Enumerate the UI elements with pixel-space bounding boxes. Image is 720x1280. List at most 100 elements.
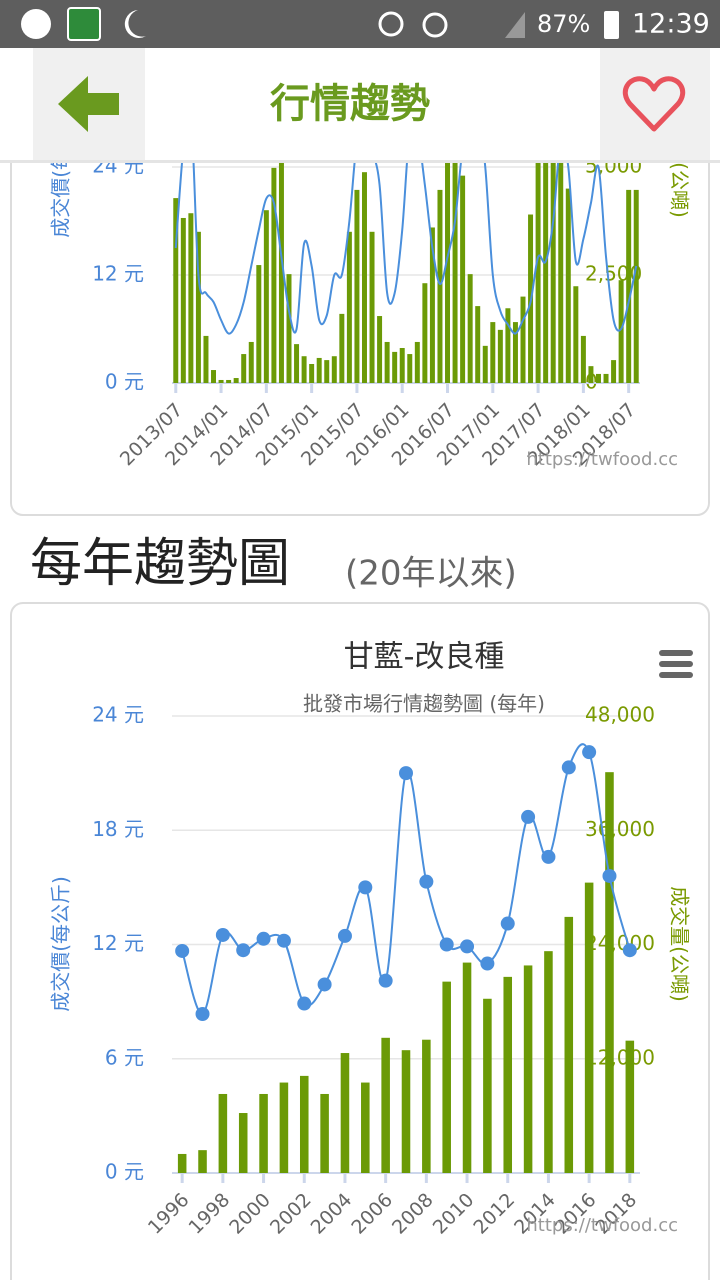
y-tick-label: 12 元	[92, 262, 144, 286]
bar	[558, 145, 564, 383]
bar	[503, 976, 513, 1173]
price-point	[337, 928, 352, 943]
bar	[588, 366, 594, 383]
menu-bar	[659, 672, 693, 678]
bar	[173, 198, 179, 383]
bar	[543, 145, 549, 383]
bar	[460, 175, 466, 383]
price-point	[439, 937, 454, 952]
price-point	[195, 1007, 210, 1022]
bar	[256, 265, 262, 383]
bar	[633, 189, 639, 383]
bar	[203, 335, 209, 383]
bar	[625, 1040, 635, 1173]
bar	[437, 189, 443, 383]
battery-level: 87%	[537, 10, 590, 38]
bar	[361, 172, 367, 383]
price-point	[460, 939, 475, 954]
bar	[422, 283, 428, 383]
menu-bar	[659, 650, 693, 656]
price-point	[256, 931, 271, 946]
bar	[238, 1113, 248, 1173]
y2-axis-title: 成交量(公噸)	[668, 886, 692, 1002]
bar	[564, 916, 574, 1173]
section-title: 每年趨勢圖	[30, 534, 290, 594]
app-icon	[67, 7, 101, 41]
bar	[226, 379, 232, 383]
bar	[259, 1093, 268, 1173]
price-point	[541, 849, 556, 864]
app-bar: 行情趨勢	[0, 48, 720, 163]
chart-title: 甘藍-改良種	[344, 640, 505, 675]
y-tick-label: 12 元	[92, 931, 144, 955]
y2-tick-label: 36,000	[585, 817, 655, 841]
bar	[523, 965, 533, 1173]
y2-tick-label: 48,000	[585, 703, 655, 727]
bar	[248, 341, 254, 383]
battery-icon	[604, 11, 619, 39]
bar	[299, 1075, 309, 1173]
bar	[180, 217, 186, 383]
bar	[384, 341, 390, 383]
bar	[324, 360, 330, 383]
bar	[377, 316, 383, 383]
back-button[interactable]	[33, 48, 145, 160]
signal-icon	[505, 12, 525, 38]
y-axis-title: 成交價(每公斤)	[49, 876, 73, 1012]
bar	[278, 154, 284, 383]
bar	[584, 882, 594, 1173]
bar	[233, 378, 239, 383]
bar	[263, 210, 269, 383]
bar	[422, 1039, 431, 1173]
y-tick-label: 0 元	[105, 370, 144, 394]
credits: https://twfood.cc	[526, 1215, 678, 1236]
price-point	[297, 996, 312, 1011]
bar	[442, 981, 451, 1173]
bar	[618, 280, 624, 383]
bar	[211, 370, 217, 383]
chart-menu[interactable]	[659, 650, 693, 678]
favorite-button-bg	[600, 48, 710, 160]
price-point	[358, 880, 373, 895]
y-tick-label: 0 元	[105, 1160, 144, 1184]
price-point	[378, 973, 393, 988]
credits: https://twfood.cc	[526, 449, 678, 470]
price-point	[582, 745, 597, 760]
y2-tick-label: 24,000	[585, 931, 655, 955]
status-bar: 87% 12:39	[0, 0, 720, 48]
bar	[369, 231, 375, 383]
clock: 12:39	[632, 9, 710, 40]
favorite-button[interactable]	[600, 48, 710, 160]
chart-subtitle: 批發市場行情趨勢圖 (每年)	[303, 692, 545, 716]
bar	[550, 145, 556, 383]
bar	[241, 354, 247, 383]
price-point	[521, 809, 536, 824]
bar	[271, 167, 277, 383]
bar	[414, 341, 420, 383]
bar	[309, 363, 315, 383]
y-tick-label: 6 元	[105, 1045, 144, 1069]
bar	[573, 286, 579, 383]
price-point	[602, 868, 617, 883]
bar	[595, 373, 601, 383]
price-point	[215, 927, 230, 942]
y-tick-label: 18 元	[92, 817, 144, 841]
price-point	[500, 916, 515, 931]
price-point	[561, 760, 576, 775]
price-point	[317, 977, 332, 992]
status-bar-bg	[0, 0, 720, 48]
moon-icon	[124, 10, 146, 38]
bar	[475, 306, 481, 383]
menu-bar	[659, 661, 693, 667]
bar	[286, 274, 292, 383]
bar	[331, 356, 337, 383]
bar	[320, 1093, 329, 1173]
bar	[445, 154, 451, 383]
bar	[611, 360, 617, 383]
heart-icon	[622, 76, 686, 132]
bar	[218, 379, 224, 383]
data-saver-icon	[378, 11, 404, 37]
app-title: 行情趨勢	[270, 81, 430, 127]
